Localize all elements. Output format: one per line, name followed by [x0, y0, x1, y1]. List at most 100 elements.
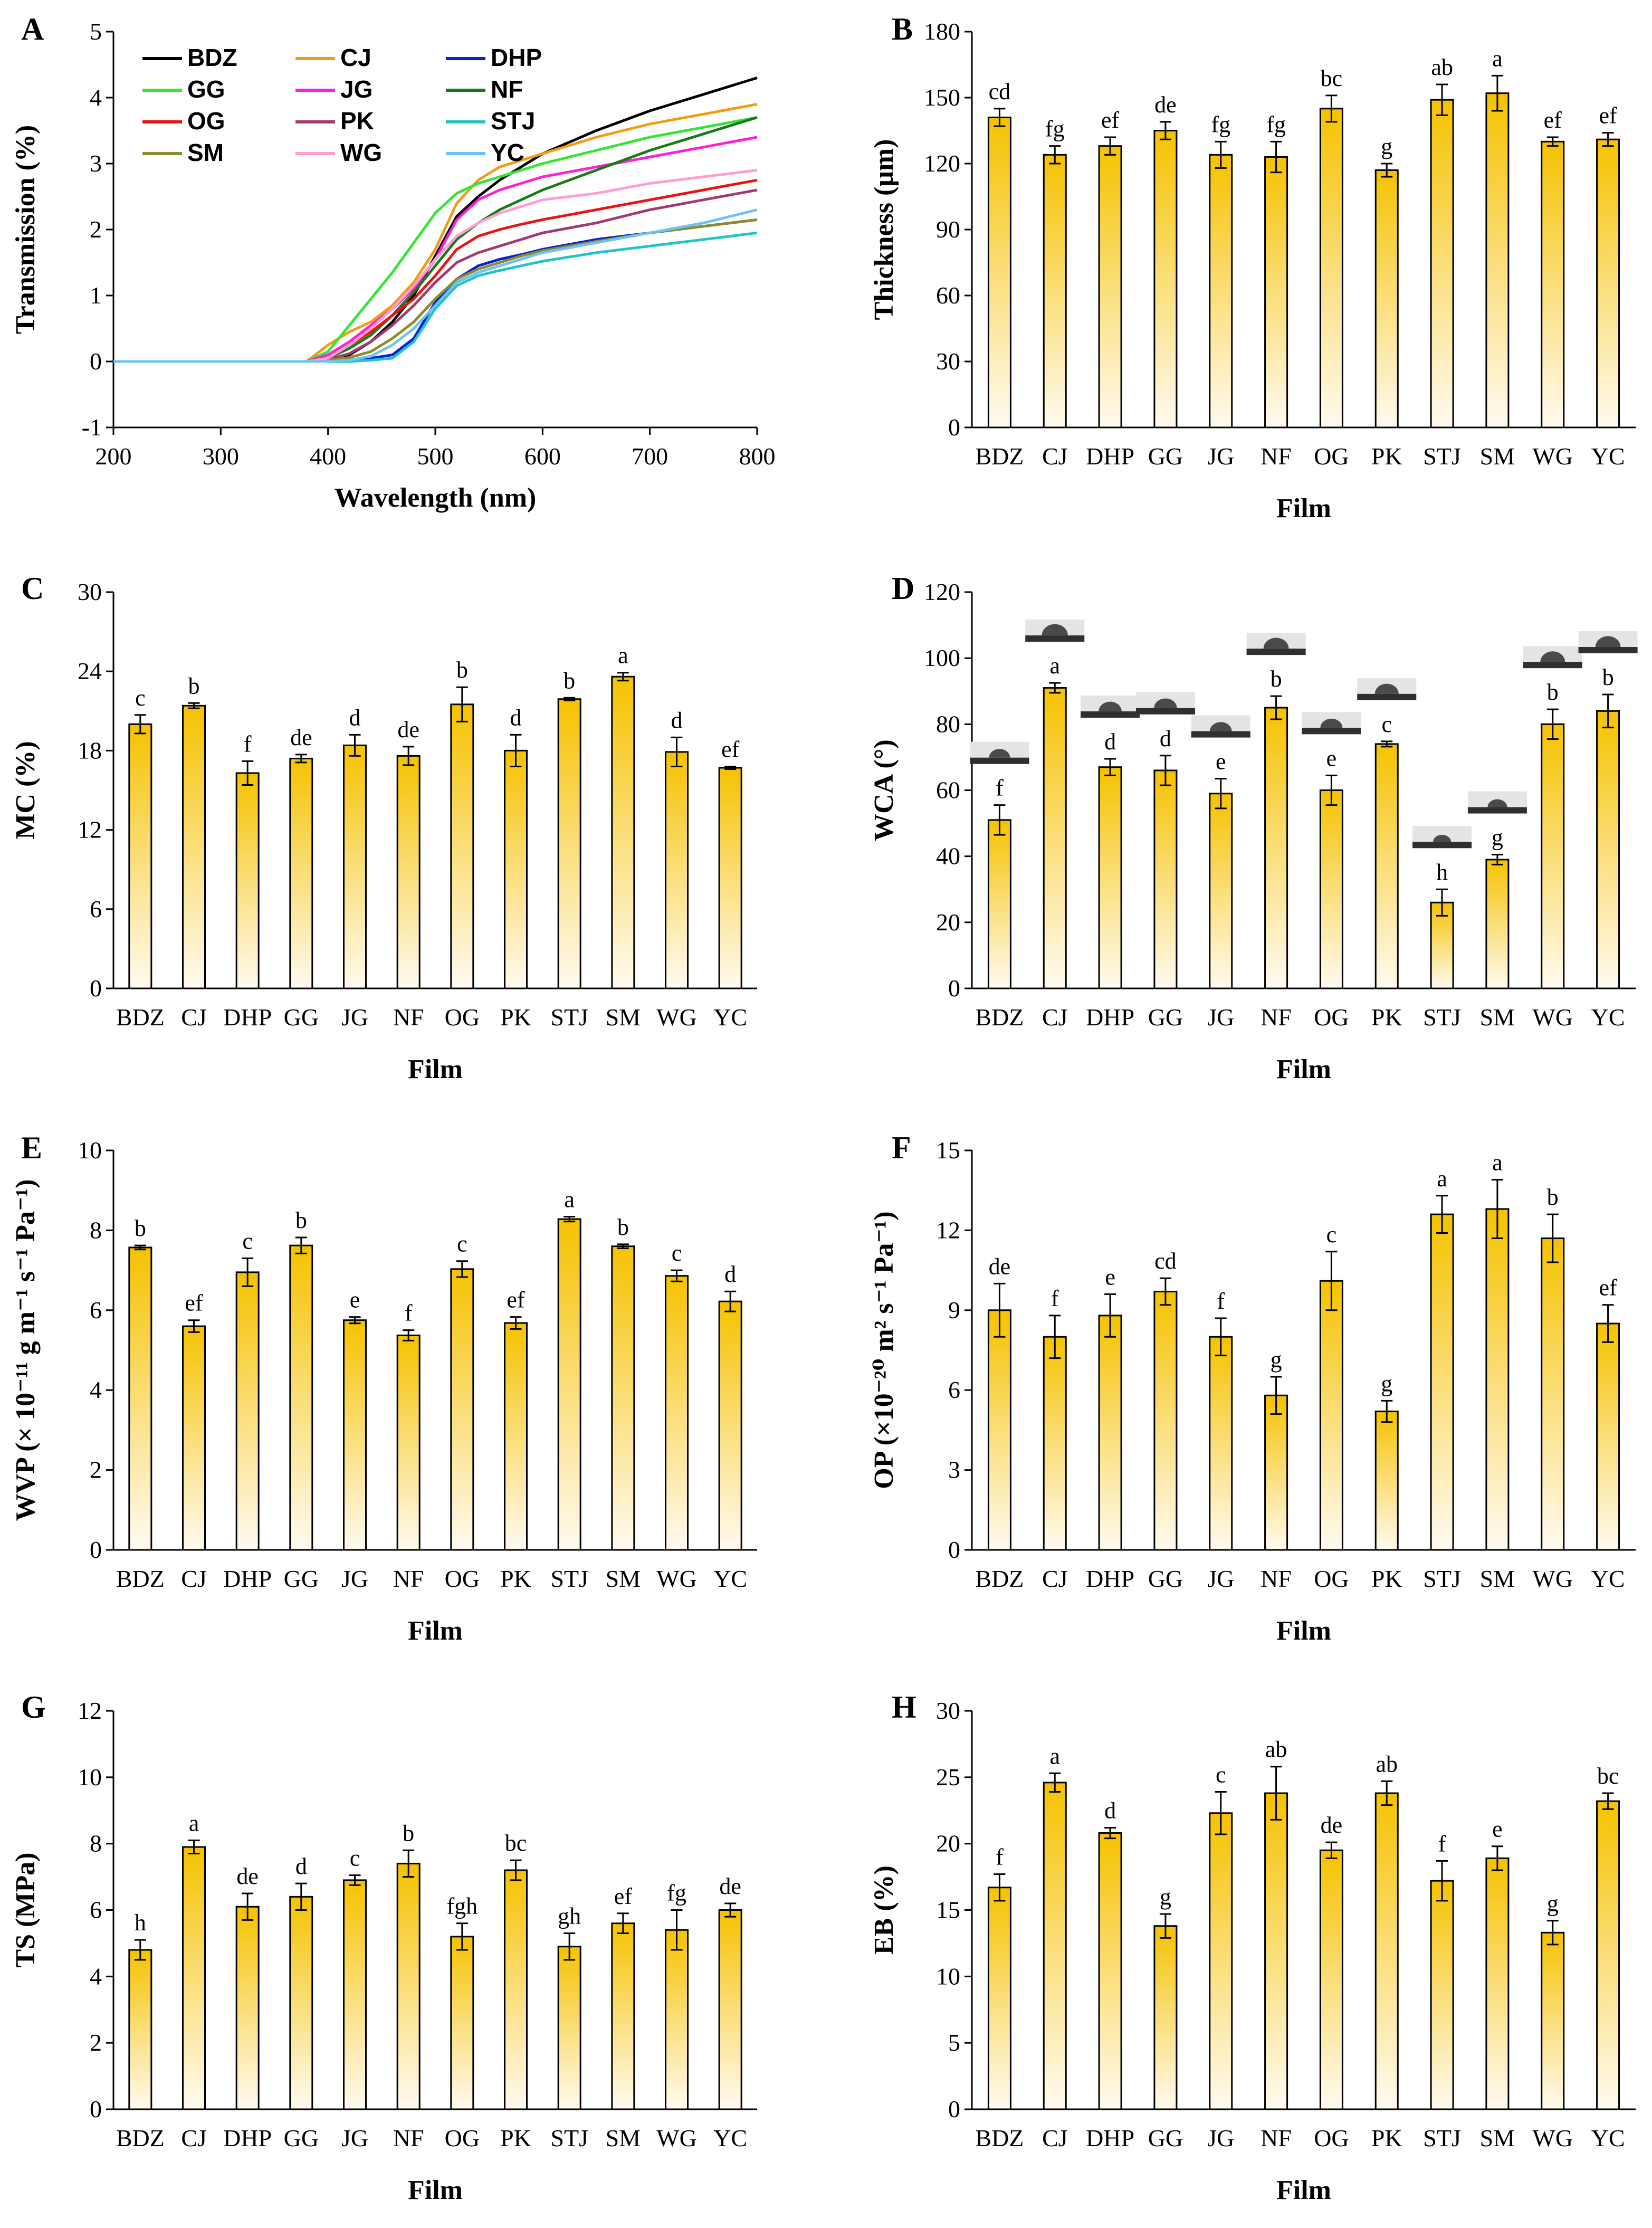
bar-nf	[1264, 156, 1288, 429]
panel-h: 0 5 10 15 20 25 30 EB (%) Film Hf BDZ a CJ d DHP g GG c JG…	[869, 1690, 1636, 2205]
y-axis-title: WCA (°)	[869, 739, 899, 841]
y-axis-title: OP (×10⁻²⁰ m² s⁻¹ Pa⁻¹)	[869, 1211, 899, 1489]
x-tick-label: STJ	[550, 1004, 588, 1031]
x-axis-title: Film	[1276, 1054, 1331, 1084]
water-droplet	[1433, 835, 1452, 842]
y-tick-label: 80	[936, 710, 960, 737]
significance-label: g	[1271, 1347, 1282, 1373]
significance-label: f	[1217, 1288, 1225, 1314]
bar-yc	[1596, 710, 1620, 989]
x-tick-label: JG	[1207, 1004, 1234, 1031]
bar-cj	[182, 704, 206, 989]
bar-gg	[1153, 1925, 1178, 2110]
significance-label: a	[1492, 45, 1503, 71]
x-tick-label: YC	[1591, 1004, 1625, 1031]
significance-label: fg	[1045, 116, 1065, 142]
bar-og	[1319, 1849, 1343, 2110]
y-tick-label: -1	[82, 414, 102, 441]
bar-pk	[1374, 169, 1399, 429]
x-tick-label: YC	[713, 2125, 747, 2151]
bar-og	[450, 1268, 474, 1551]
legend-entry: SM	[187, 139, 224, 166]
bar-og	[1319, 108, 1343, 429]
bar-og	[1319, 789, 1343, 989]
y-axis-title: EB (%)	[869, 1865, 899, 1955]
bar-jg	[343, 744, 367, 989]
bar-dhp	[235, 1271, 260, 1551]
panel-c: 0 6 12 18 24 30 MC (%) Film Cc BDZ b CJ f DHP de GG d JG d…	[11, 571, 757, 1084]
x-tick-label: JG	[1207, 1565, 1234, 1592]
x-tick-label: DHP	[223, 1004, 272, 1031]
x-tick-label: OG	[445, 1565, 480, 1592]
x-tick-label: OG	[445, 1004, 480, 1031]
panel-letter: A	[21, 12, 44, 46]
significance-label: fg	[1211, 111, 1230, 137]
bar-bdz	[987, 117, 1011, 429]
x-tick-label: CJ	[1042, 443, 1068, 470]
y-tick-label: 2	[90, 216, 102, 243]
x-tick-label: PK	[1371, 1565, 1402, 1592]
droplet-substrate	[1246, 649, 1306, 655]
x-tick-label: CJ	[1042, 1565, 1068, 1592]
significance-label: ef	[1599, 1275, 1617, 1301]
water-droplet	[1042, 624, 1068, 636]
significance-label: b	[1271, 666, 1282, 692]
bar-pk	[504, 749, 528, 989]
bar-gg	[289, 1896, 313, 2110]
bar-wg	[1541, 1931, 1565, 2110]
significance-label: bc	[505, 1830, 527, 1856]
y-tick-label: 0	[948, 975, 960, 1002]
x-tick-label: BDZ	[975, 1004, 1024, 1031]
bar-cj	[1043, 1782, 1067, 2110]
significance-label: d	[1160, 726, 1171, 751]
significance-label: b	[564, 668, 575, 693]
panel-letter: H	[892, 1690, 916, 1725]
water-droplet	[1263, 637, 1289, 649]
legend-entry: PK	[340, 107, 374, 135]
droplet-image	[1523, 646, 1582, 669]
x-tick-label: 200	[96, 443, 132, 470]
bar-bdz	[987, 1309, 1011, 1551]
significance-label: e	[350, 1287, 360, 1313]
x-tick-label: WG	[656, 1004, 697, 1031]
legend: BDZ CJ DHP GG JG NF OG PK STJ SM WG YC	[142, 44, 542, 166]
significance-label: c	[672, 1240, 682, 1266]
bar-yc	[718, 1300, 742, 1551]
series-line-nf	[113, 116, 758, 363]
bar-jg	[343, 1879, 367, 2110]
significance-label: fg	[667, 1880, 686, 1906]
bar-bdz	[128, 723, 152, 989]
bar-dhp	[1098, 1315, 1122, 1551]
x-tick-label: 400	[310, 443, 346, 470]
y-tick-label: 5	[948, 2029, 960, 2056]
significance-label: ef	[507, 1287, 525, 1313]
significance-label: ab	[1376, 1751, 1398, 1777]
significance-label: f	[244, 731, 252, 757]
significance-label: d	[724, 1261, 736, 1287]
significance-label: ef	[1599, 103, 1617, 129]
x-tick-label: CJ	[181, 1004, 207, 1031]
bar-bdz	[987, 1887, 1011, 2110]
x-tick-label: DHP	[223, 2125, 272, 2151]
droplet-substrate	[1578, 647, 1638, 654]
significance-label: b	[1547, 1184, 1559, 1210]
significance-label: g	[1547, 1891, 1559, 1917]
x-tick-label: GG	[1148, 1565, 1183, 1592]
droplet-image	[1135, 692, 1195, 715]
bar-og	[1319, 1280, 1343, 1551]
bar-dhp	[235, 772, 260, 989]
bar-gg	[1153, 1290, 1178, 1551]
bar-nf	[1264, 1792, 1288, 2110]
x-tick-label: STJ	[1423, 443, 1461, 470]
bar-og	[450, 1936, 474, 2110]
significance-label: e	[1216, 749, 1226, 775]
bar-jg	[1209, 1812, 1233, 2110]
bar-nf	[396, 755, 421, 989]
bar-pk	[1374, 1792, 1399, 2110]
significance-label: h	[1436, 859, 1448, 885]
y-tick-label: 15	[936, 1897, 960, 1924]
bar-pk	[1374, 743, 1399, 989]
y-axis-title: Thickness (μm)	[869, 139, 899, 320]
x-tick-label: STJ	[1423, 2125, 1461, 2151]
